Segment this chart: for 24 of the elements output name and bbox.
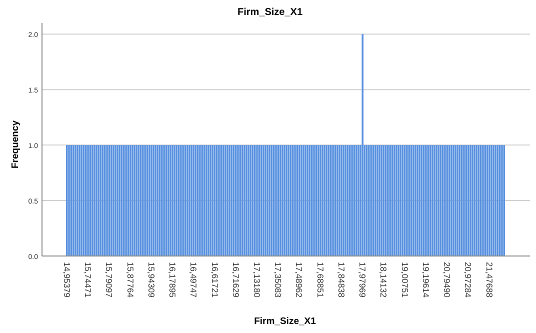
x-tick-label: 16,17895 (168, 262, 178, 298)
x-tick-label: 21,47688 (484, 262, 494, 298)
chart-title: Firm_Size_X1 (237, 7, 303, 18)
x-tick-label: 18,14132 (378, 262, 389, 298)
x-tick-label: 17,68851 (315, 262, 326, 298)
x-tick-label: 19,19614 (420, 262, 431, 298)
x-tick-label: 15,79097 (104, 262, 114, 298)
x-tick-label: 19,00751 (400, 262, 410, 298)
x-tick-label: 20,97284 (463, 262, 474, 298)
x-tick-label: 17,48962 (294, 262, 304, 298)
x-tick-label: 16,49747 (188, 262, 199, 298)
x-tick-label: 15,74471 (83, 262, 94, 298)
x-tick-label: 17,13180 (252, 262, 262, 298)
x-axis-title: Firm_Size_X1 (254, 316, 317, 327)
x-tick-label: 17,35083 (273, 262, 284, 298)
x-tick-label: 17,97969 (358, 262, 368, 298)
x-tick-label: 16,71629 (230, 262, 241, 298)
x-tick-label: 17,84838 (336, 262, 346, 298)
x-tick-label: 16,61721 (210, 262, 220, 298)
x-tick-label: 20,79490 (442, 262, 452, 298)
y-axis-title: Frequency (10, 120, 21, 169)
x-tick-label: 15,94309 (146, 262, 156, 298)
x-tick-label: 14,95379 (62, 262, 72, 298)
x-tick-label: 15,87764 (125, 262, 136, 298)
